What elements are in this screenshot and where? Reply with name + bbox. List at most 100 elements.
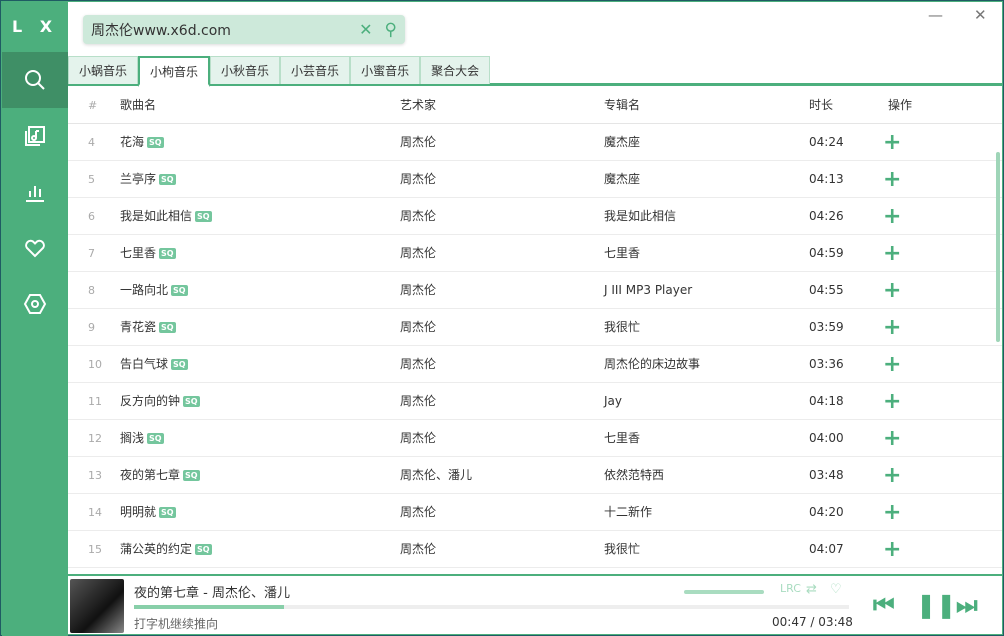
album-cover[interactable] (70, 579, 124, 633)
duration: 04:59 (809, 246, 844, 260)
time-display: 00:47 / 03:48 (772, 615, 853, 629)
quality-badge: SQ (159, 174, 176, 185)
add-icon[interactable]: + (883, 500, 902, 525)
artist: 周杰伦 (400, 283, 437, 297)
row-index: 5 (88, 173, 95, 186)
duration: 04:13 (809, 172, 844, 186)
artist: 周杰伦 (400, 135, 437, 149)
clear-icon[interactable]: ✕ (359, 20, 373, 39)
col-index: # (88, 99, 98, 112)
close-button[interactable]: ✕ (974, 6, 987, 24)
album: 我是如此相信 (604, 209, 677, 223)
song-title: 兰亭序 (120, 172, 157, 186)
table-row[interactable]: 14 明明就 SQ 周杰伦 十二新作 04:20 + (68, 494, 1002, 531)
album: 七里香 (604, 431, 641, 445)
add-icon[interactable]: + (883, 315, 902, 340)
scrollbar[interactable] (996, 152, 1000, 342)
add-icon[interactable]: + (883, 352, 902, 377)
progress-fill (134, 605, 285, 609)
sidebar-item-song-list[interactable] (2, 108, 68, 164)
heart-icon (25, 239, 45, 258)
row-index: 12 (88, 432, 102, 445)
table-row[interactable]: 7 七里香 SQ 周杰伦 七里香 04:59 + (68, 235, 1002, 272)
tab-1[interactable]: 小枸音乐 (138, 56, 211, 87)
artist: 周杰伦、潘儿 (400, 468, 473, 482)
table-row[interactable]: 5 兰亭序 SQ 周杰伦 魔杰座 04:13 + (68, 161, 1002, 198)
song-name: 一路向北 SQ (120, 272, 188, 309)
tab-2[interactable]: 小秋音乐 (210, 56, 281, 84)
sidebar-item-my-list[interactable] (2, 220, 68, 276)
logo: L X (11, 17, 59, 36)
duration: 03:59 (809, 320, 844, 334)
previous-button[interactable]: ⏮ (873, 591, 895, 619)
quality-badge: SQ (147, 433, 164, 444)
search-input[interactable] (91, 21, 348, 38)
volume-slider[interactable] (684, 590, 764, 594)
duration: 03:48 (809, 468, 844, 482)
table-row[interactable]: 12 搁浅 SQ 周杰伦 七里香 04:00 + (68, 420, 1002, 457)
search-icon[interactable]: ⚲ (384, 19, 397, 40)
duration: 04:24 (809, 135, 844, 149)
progress-bar[interactable] (134, 605, 849, 609)
row-index: 13 (88, 469, 102, 482)
lyric-toggle-icon[interactable]: LRC (780, 582, 801, 595)
table-row[interactable]: 8 一路向北 SQ 周杰伦 J III MP3 Player 04:55 + (68, 272, 1002, 309)
add-icon[interactable]: + (883, 167, 902, 192)
add-icon[interactable]: + (883, 426, 902, 451)
quality-badge: SQ (195, 544, 212, 555)
duration: 03:36 (809, 357, 844, 371)
song-list: 4 花海 SQ 周杰伦 魔杰座 04:24 +5 兰亭序 SQ 周杰伦 魔杰座 04… (68, 124, 1002, 576)
add-icon[interactable]: + (883, 463, 902, 488)
song-title: 明明就 (120, 505, 157, 519)
tab-3[interactable]: 小芸音乐 (280, 56, 351, 84)
add-icon[interactable]: + (883, 278, 902, 303)
now-playing-title: 夜的第七章 - 周杰伦、潘儿 (134, 586, 290, 601)
repeat-icon[interactable]: ⇄ (806, 582, 817, 597)
duration: 04:07 (809, 542, 844, 556)
chart-icon (26, 186, 44, 202)
heart-icon[interactable]: ♡ (830, 582, 842, 597)
table-row[interactable]: 10 告白气球 SQ 周杰伦 周杰伦的床边故事 03:36 + (68, 346, 1002, 383)
table-row[interactable]: 15 蒲公英的约定 SQ 周杰伦 我很忙 04:07 + (68, 531, 1002, 568)
add-icon[interactable]: + (883, 204, 902, 229)
sidebar-item-search[interactable] (2, 52, 68, 108)
tab-4[interactable]: 小蜜音乐 (350, 56, 421, 84)
sidebar-item-settings[interactable] (2, 276, 68, 332)
quality-badge: SQ (159, 507, 176, 518)
table-header: # 歌曲名 艺术家 专辑名 时长 操作 (68, 87, 1002, 124)
song-name: 夜的第七章 SQ (120, 457, 200, 494)
table-row[interactable]: 4 花海 SQ 周杰伦 魔杰座 04:24 + (68, 124, 1002, 161)
quality-badge: SQ (171, 285, 188, 296)
music-list-icon (25, 126, 45, 146)
artist: 周杰伦 (400, 431, 437, 445)
table-row[interactable]: 9 青花瓷 SQ 周杰伦 我很忙 03:59 + (68, 309, 1002, 346)
add-icon[interactable]: + (883, 130, 902, 155)
table-row[interactable]: 11 反方向的钟 SQ 周杰伦 Jay 04:18 + (68, 383, 1002, 420)
quality-badge: SQ (159, 322, 176, 333)
artist: 周杰伦 (400, 246, 437, 260)
add-icon[interactable]: + (883, 537, 902, 562)
minimize-button[interactable]: — (928, 6, 943, 24)
add-icon[interactable]: + (883, 241, 902, 266)
table-row[interactable]: 6 我是如此相信 SQ 周杰伦 我是如此相信 04:26 + (68, 198, 1002, 235)
quality-badge: SQ (195, 211, 212, 222)
row-index: 11 (88, 395, 102, 408)
tab-0[interactable]: 小蜗音乐 (68, 56, 139, 84)
song-name: 搁浅 SQ (120, 420, 164, 457)
pause-button[interactable]: ❚❚ (916, 591, 957, 619)
album: 周杰伦的床边故事 (604, 357, 701, 371)
sidebar: L X (2, 2, 68, 636)
song-name: 七里香 SQ (120, 235, 176, 272)
tab-5[interactable]: 聚合大会 (420, 56, 491, 84)
source-tabs: 小蜗音乐 小枸音乐 小秋音乐 小芸音乐 小蜜音乐 聚合大会 (68, 56, 1002, 87)
song-title: 一路向北 (120, 283, 169, 297)
col-name: 歌曲名 (120, 98, 157, 112)
sidebar-item-leaderboard[interactable] (2, 164, 68, 220)
row-index: 10 (88, 358, 102, 371)
add-icon[interactable]: + (883, 389, 902, 414)
artist: 周杰伦 (400, 357, 437, 371)
next-button[interactable]: ⏭ (956, 591, 978, 619)
duration: 04:20 (809, 505, 844, 519)
table-row[interactable]: 13 夜的第七章 SQ 周杰伦、潘儿 依然范特西 03:48 + (68, 457, 1002, 494)
